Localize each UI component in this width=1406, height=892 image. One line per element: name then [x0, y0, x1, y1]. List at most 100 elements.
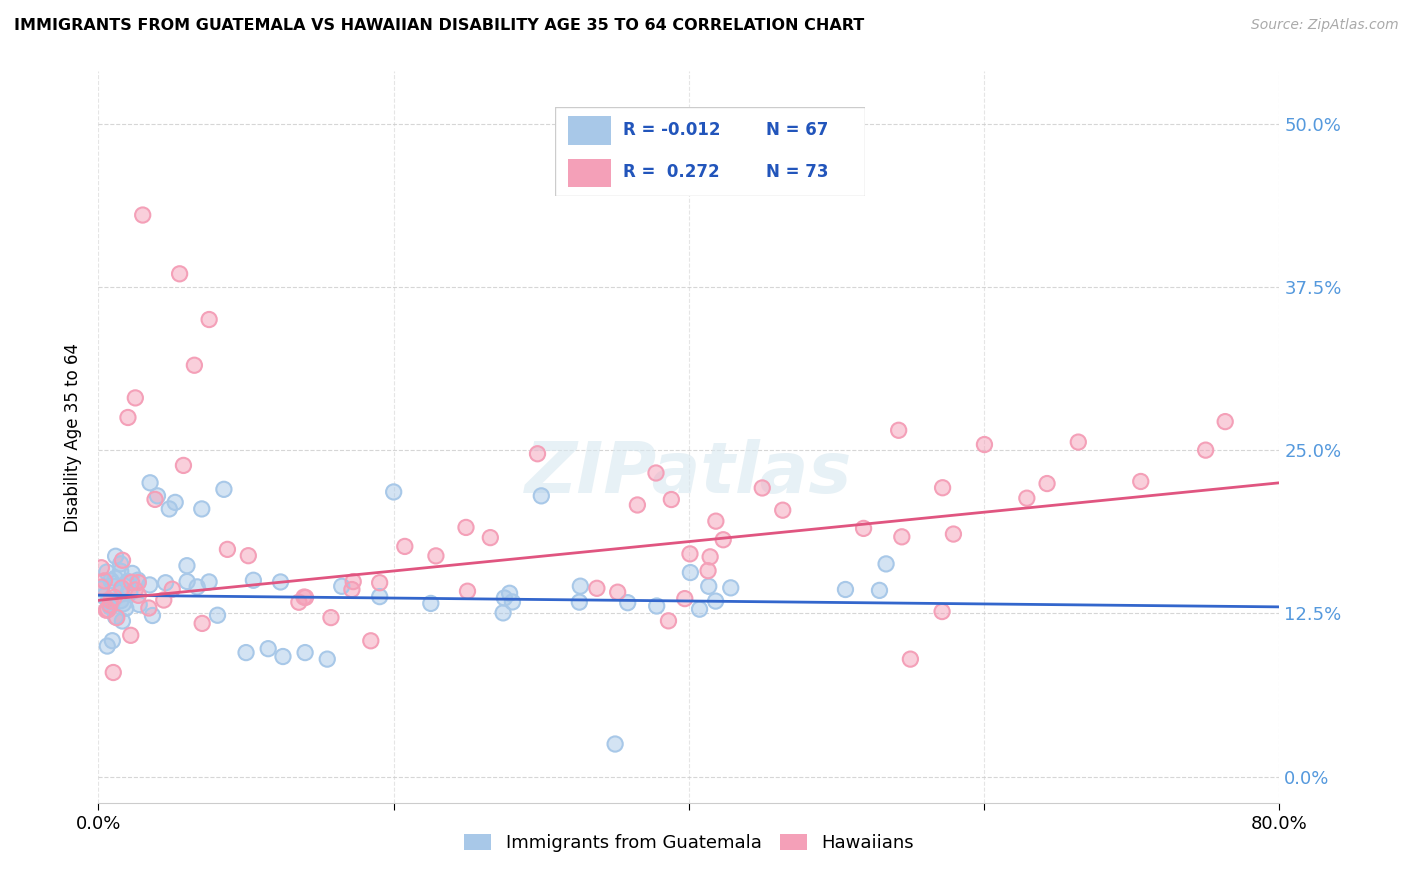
Point — [1213, 415, 1236, 429]
Point — [172, 458, 194, 473]
Point — [105, 610, 128, 624]
Point — [342, 574, 364, 589]
Point — [330, 579, 353, 593]
Point — [127, 575, 149, 590]
Point — [100, 594, 122, 608]
Point — [657, 614, 679, 628]
Point — [98, 599, 121, 614]
Point — [110, 593, 132, 607]
Point — [673, 591, 696, 606]
Point — [118, 585, 141, 599]
Point — [100, 574, 122, 588]
Point — [887, 423, 910, 437]
Point — [169, 267, 191, 281]
Point — [382, 485, 405, 500]
Point — [292, 590, 315, 604]
Point — [457, 584, 479, 599]
Point — [292, 590, 315, 604]
Point — [117, 410, 139, 425]
Point — [198, 312, 221, 326]
Point — [645, 599, 668, 613]
Point — [104, 549, 127, 564]
Point — [616, 596, 638, 610]
Point — [114, 601, 136, 615]
Point — [104, 549, 127, 564]
Point — [492, 606, 515, 620]
Point — [104, 571, 127, 585]
Point — [697, 564, 720, 578]
Point — [679, 566, 702, 580]
Point — [165, 495, 187, 509]
Point — [1015, 491, 1038, 505]
Point — [271, 649, 294, 664]
Point — [319, 610, 342, 624]
Point — [114, 601, 136, 615]
Point — [704, 594, 727, 608]
Point — [479, 531, 502, 545]
Point — [605, 737, 627, 751]
Point — [176, 558, 198, 573]
Point — [138, 601, 160, 615]
Point — [568, 595, 591, 609]
Point — [186, 580, 208, 594]
Point — [382, 485, 405, 500]
Point — [568, 595, 591, 609]
Point — [121, 575, 143, 590]
Point — [132, 208, 155, 222]
Point — [526, 447, 548, 461]
Point — [235, 646, 257, 660]
Point — [294, 646, 316, 660]
Point — [207, 608, 229, 623]
Point — [942, 527, 965, 541]
Point — [90, 560, 112, 574]
Point — [368, 590, 391, 604]
FancyBboxPatch shape — [568, 116, 612, 145]
Point — [973, 437, 995, 451]
Point — [97, 594, 120, 608]
Point — [1129, 475, 1152, 489]
Point — [104, 571, 127, 585]
Point — [394, 540, 416, 554]
Point — [152, 593, 174, 607]
Point — [501, 595, 523, 609]
Point — [931, 605, 953, 619]
FancyBboxPatch shape — [555, 107, 865, 196]
Point — [100, 594, 122, 608]
Point — [368, 575, 391, 590]
Point — [97, 594, 120, 608]
Point — [176, 574, 198, 589]
Point — [117, 410, 139, 425]
Point — [162, 582, 184, 597]
Point — [890, 530, 912, 544]
Point — [657, 614, 679, 628]
Point — [124, 391, 146, 405]
Point — [931, 481, 953, 495]
Point — [1067, 435, 1090, 450]
Point — [90, 582, 112, 596]
Point — [751, 481, 773, 495]
Point — [492, 606, 515, 620]
Point — [127, 588, 149, 602]
Point — [217, 542, 239, 557]
Point — [942, 527, 965, 541]
Point — [111, 581, 134, 595]
Point — [342, 574, 364, 589]
Point — [157, 502, 180, 516]
Point — [852, 521, 875, 535]
Point — [124, 582, 146, 597]
Point — [425, 549, 447, 563]
Point — [110, 564, 132, 578]
Point — [689, 602, 711, 616]
Point — [118, 585, 141, 599]
Point — [316, 652, 339, 666]
Point — [645, 599, 668, 613]
Point — [120, 628, 142, 642]
Text: IMMIGRANTS FROM GUATEMALA VS HAWAIIAN DISABILITY AGE 35 TO 64 CORRELATION CHART: IMMIGRANTS FROM GUATEMALA VS HAWAIIAN DI… — [14, 18, 865, 33]
Point — [138, 578, 160, 592]
Point — [143, 492, 166, 507]
Point — [294, 591, 316, 605]
Point — [288, 595, 311, 609]
Point — [772, 503, 794, 517]
Point — [834, 582, 856, 597]
Point — [457, 584, 479, 599]
